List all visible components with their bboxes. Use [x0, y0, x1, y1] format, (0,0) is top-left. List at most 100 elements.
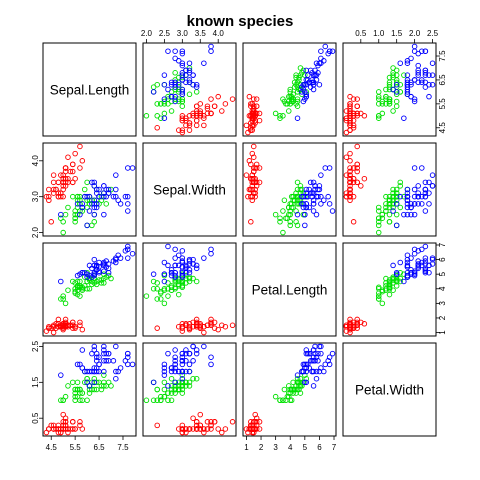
data-point	[55, 179, 62, 186]
data-point	[172, 70, 178, 76]
data-point	[272, 211, 279, 218]
tick-label: 5.5	[438, 98, 447, 110]
data-point	[297, 375, 304, 382]
data-point	[397, 89, 404, 95]
data-point	[172, 269, 178, 276]
data-point	[354, 168, 360, 175]
data-point	[67, 168, 74, 175]
data-point	[354, 179, 360, 186]
data-point	[125, 354, 131, 360]
data-point	[426, 93, 432, 100]
data-point	[179, 379, 186, 386]
data-point	[161, 72, 168, 78]
data-point	[89, 265, 95, 272]
data-point	[165, 280, 171, 286]
panel-border	[42, 142, 137, 237]
data-point	[186, 323, 193, 330]
data-point	[77, 419, 83, 425]
data-point	[326, 354, 333, 360]
data-point	[172, 79, 178, 86]
data-point	[343, 193, 350, 200]
data-point	[287, 222, 293, 229]
data-point	[208, 246, 214, 253]
data-point	[429, 255, 436, 261]
data-point	[129, 361, 136, 368]
data-point	[190, 426, 196, 432]
data-point	[161, 81, 168, 88]
data-point	[229, 322, 236, 329]
data-point	[172, 284, 178, 291]
data-point	[411, 43, 418, 50]
data-point	[253, 415, 260, 421]
data-point	[252, 113, 258, 119]
data-point	[125, 361, 131, 368]
data-point	[375, 115, 382, 121]
data-point	[60, 219, 66, 225]
data-point	[361, 175, 368, 182]
data-point	[404, 197, 411, 204]
data-point	[175, 281, 182, 288]
data-point	[383, 193, 389, 200]
data-point	[347, 175, 353, 182]
data-point	[415, 67, 421, 74]
tick-label: 2.5	[159, 29, 171, 38]
data-point	[154, 325, 160, 331]
data-point	[272, 110, 279, 117]
data-point	[250, 105, 257, 112]
data-point	[422, 186, 429, 193]
data-point	[256, 165, 263, 171]
data-point	[93, 354, 100, 360]
data-point	[113, 368, 119, 375]
data-point	[161, 115, 168, 121]
data-point	[77, 422, 83, 429]
data-point	[175, 275, 182, 282]
data-point	[288, 386, 295, 393]
tick-label: 4.5	[46, 443, 58, 452]
data-point	[113, 375, 119, 382]
data-point	[386, 204, 393, 211]
data-point	[293, 219, 299, 225]
data-point	[411, 186, 418, 193]
data-point	[165, 86, 171, 93]
data-point	[208, 96, 214, 102]
tick-label: 7	[332, 443, 337, 452]
data-point	[302, 372, 308, 378]
data-point	[79, 269, 86, 276]
data-point	[50, 179, 57, 186]
data-point	[426, 269, 432, 276]
data-point	[415, 183, 421, 189]
data-point	[172, 383, 178, 389]
data-point	[390, 208, 396, 214]
data-point	[62, 419, 69, 425]
data-point	[304, 77, 311, 83]
data-point	[252, 165, 258, 171]
data-point	[84, 274, 90, 280]
data-point	[79, 397, 86, 404]
data-point	[280, 229, 286, 236]
data-point	[91, 379, 98, 386]
data-point	[208, 43, 214, 50]
data-point	[175, 426, 182, 432]
data-point	[415, 193, 421, 200]
data-point	[219, 108, 225, 114]
data-point	[248, 127, 254, 133]
data-point	[143, 397, 150, 404]
data-point	[65, 287, 71, 293]
data-point	[393, 72, 400, 78]
data-point	[113, 193, 119, 200]
data-point	[179, 91, 186, 98]
data-point	[429, 183, 436, 189]
data-point	[208, 316, 214, 323]
data-point	[201, 255, 207, 261]
data-point	[397, 259, 404, 266]
data-point	[201, 60, 207, 66]
data-point	[219, 429, 225, 436]
panel-sepal-width-vs-petal-length	[242, 142, 337, 237]
data-point	[161, 386, 168, 393]
data-point	[253, 96, 260, 102]
data-point	[393, 81, 400, 88]
data-point	[161, 300, 168, 307]
tick-label: 0.5	[355, 29, 367, 38]
data-point	[193, 262, 200, 269]
data-point	[243, 172, 250, 178]
